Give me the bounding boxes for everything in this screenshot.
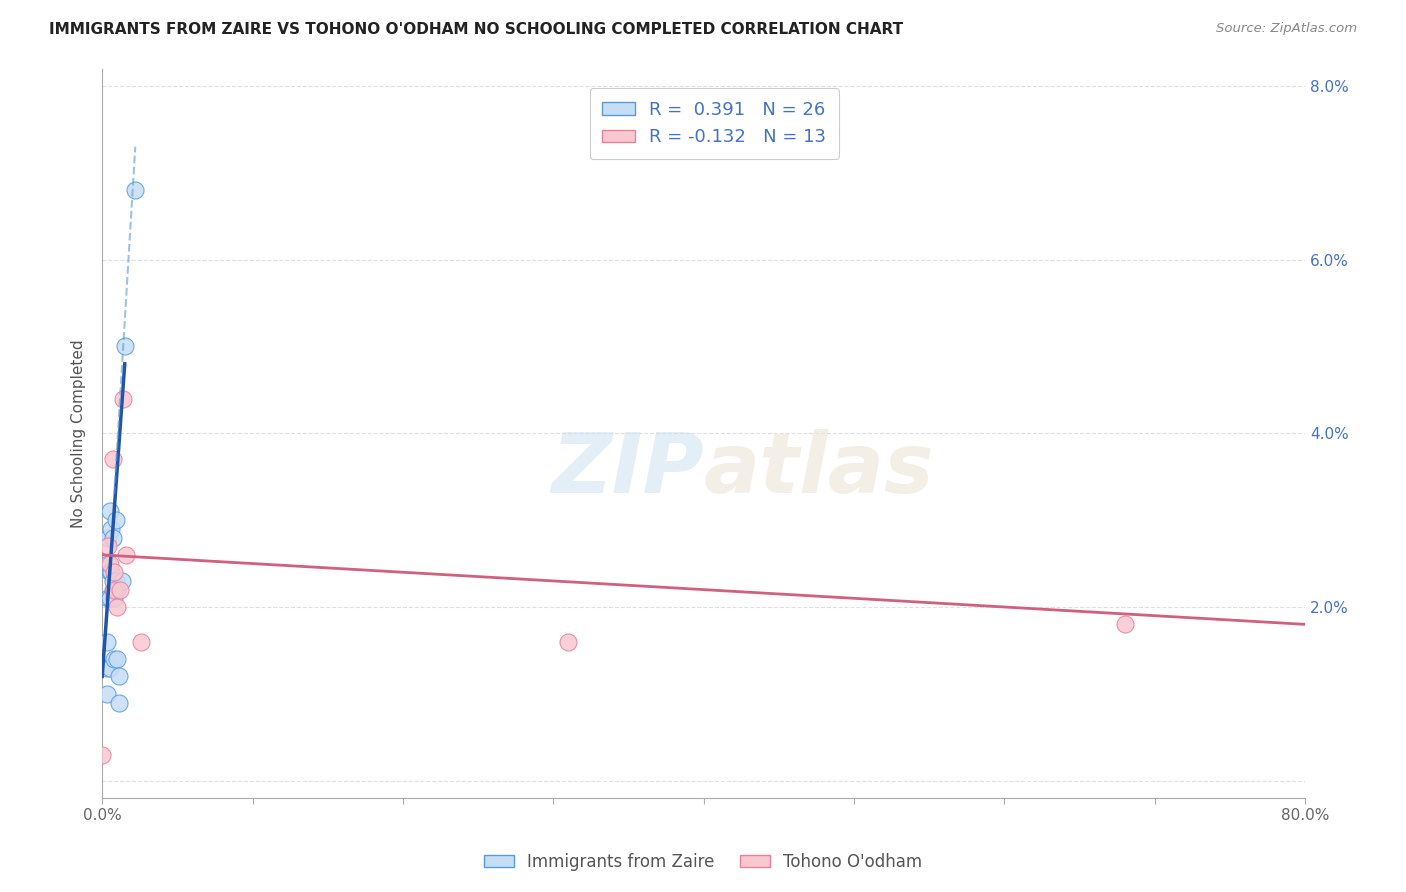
Point: [98, 504, 121, 518]
Point: [105, 652, 128, 666]
Point: [111, 574, 134, 588]
Point: [98, 566, 121, 580]
Point: [100, 522, 122, 536]
Point: [1114, 617, 1136, 632]
Legend: Immigrants from Zaire, Tohono O'odham: Immigrants from Zaire, Tohono O'odham: [475, 845, 931, 880]
Point: [103, 591, 125, 606]
Point: [115, 548, 138, 562]
Point: [97, 557, 120, 571]
Point: [114, 339, 136, 353]
Point: [104, 513, 127, 527]
Point: [97, 539, 120, 553]
Point: [96, 687, 118, 701]
Point: [96, 661, 118, 675]
Point: [112, 392, 135, 406]
Point: [105, 582, 128, 597]
Text: Source: ZipAtlas.com: Source: ZipAtlas.com: [1216, 22, 1357, 36]
Point: [103, 582, 125, 597]
Point: [557, 634, 579, 648]
Point: [97, 531, 120, 545]
Point: [124, 183, 146, 197]
Text: ZIP: ZIP: [551, 429, 703, 510]
Point: [98, 557, 121, 571]
Y-axis label: No Schooling Completed: No Schooling Completed: [72, 339, 86, 527]
Point: [104, 574, 127, 588]
Legend: R =  0.391   N = 26, R = -0.132   N = 13: R = 0.391 N = 26, R = -0.132 N = 13: [589, 88, 839, 159]
Point: [100, 566, 122, 580]
Point: [96, 634, 118, 648]
Text: atlas: atlas: [703, 429, 934, 510]
Point: [101, 574, 124, 588]
Point: [131, 634, 153, 648]
Point: [101, 531, 124, 545]
Point: [98, 591, 121, 606]
Point: [97, 591, 120, 606]
Point: [103, 652, 125, 666]
Point: [110, 582, 132, 597]
Text: IMMIGRANTS FROM ZAIRE VS TOHONO O'ODHAM NO SCHOOLING COMPLETED CORRELATION CHART: IMMIGRANTS FROM ZAIRE VS TOHONO O'ODHAM …: [49, 22, 903, 37]
Point: [101, 582, 124, 597]
Point: [107, 696, 129, 710]
Point: [98, 661, 121, 675]
Point: [101, 452, 124, 467]
Point: [103, 566, 125, 580]
Point: [91, 747, 114, 762]
Point: [107, 669, 129, 683]
Point: [105, 599, 128, 614]
